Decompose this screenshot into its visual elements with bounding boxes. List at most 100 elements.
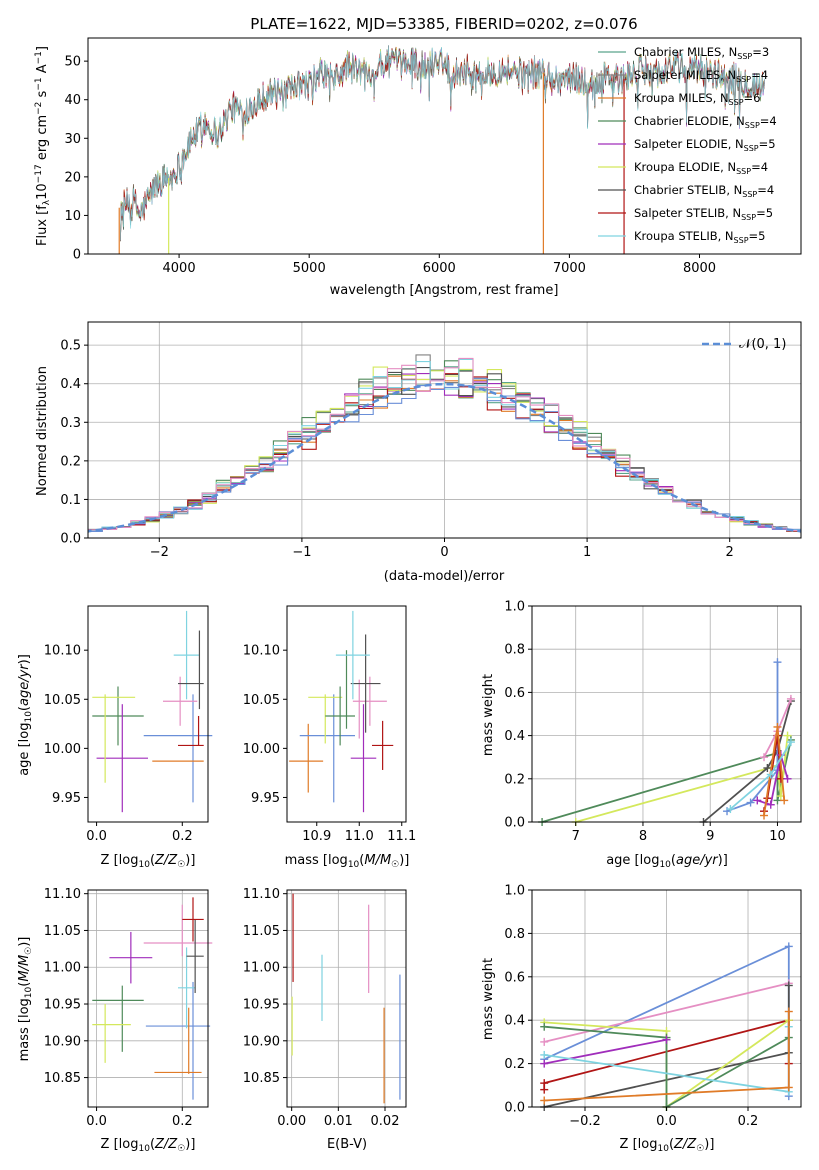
weights-vs-age-marker xyxy=(773,722,782,731)
spectrum-xtick-label: 8000 xyxy=(683,261,716,276)
weights-vs-age-ytick-label: 0.4 xyxy=(504,729,525,744)
mass-vs-Z-xlabel: Z [log10(Z/Z☉)] xyxy=(101,1137,196,1154)
residuals-xtick-label: −2 xyxy=(150,545,169,560)
weights-vs-Z-xtick-label: 0.0 xyxy=(656,1114,677,1129)
weights-vs-Z-panel: −0.2 0.0 0.2 0.0 0.2 0.4 0.6 0.8 1.0 Z [log10(Z/… xyxy=(481,884,802,1154)
age-vs-Z-ylabel: age [log10(age/yr)] xyxy=(17,654,34,776)
weights-vs-age-panel: 7 8 9 10 0.0 0.2 0.4 0.6 0.8 1.0 age [log10(age/y… xyxy=(481,600,802,870)
age-vs-mass-plot-area xyxy=(289,610,394,813)
weights-vs-age-ytick-label: 0.0 xyxy=(504,816,525,831)
weights-vs-age-frame xyxy=(531,605,802,823)
weights-vs-age-xlabel: age [log10(age/yr)] xyxy=(606,853,728,870)
weights-vs-age-marker xyxy=(746,798,755,807)
weights-vs-Z-ytick-label: 0.4 xyxy=(504,1014,525,1029)
age-vs-mass-xtick-label: 11.1 xyxy=(387,829,416,844)
mass-vs-EBV-frame xyxy=(286,889,407,1108)
residuals-legend: 𝒩(0, 1) xyxy=(702,337,786,352)
mass-vs-Z-ytick-label: 11.05 xyxy=(44,924,81,939)
spectrum-legend-label: Salpeter ELODIE, NSSP=5 xyxy=(634,137,776,153)
spectrum-legend-label: Salpeter MILES, NSSP=4 xyxy=(634,68,768,84)
residuals-plot-area xyxy=(88,322,801,538)
mass-vs-Z-plot-area xyxy=(88,890,213,1107)
weights-vs-Z-series-line xyxy=(543,982,790,1043)
weights-vs-Z-marker xyxy=(540,1050,549,1059)
weights-vs-age-marker xyxy=(760,753,769,762)
age-vs-mass-ytick-label: 10.05 xyxy=(243,693,280,708)
residual-histogram xyxy=(88,357,801,533)
residuals-xlabel: (data-model)/error xyxy=(384,569,505,584)
spectrum-panel: 4000 5000 6000 7000 8000 0 10 20 30 40 50 waveleng… xyxy=(34,37,802,298)
mass-vs-EBV-ytick-label: 11.05 xyxy=(243,924,280,939)
mass-vs-Z-errorbar xyxy=(178,947,196,1029)
mass-vs-EBV-xtick-label: 0.02 xyxy=(371,1114,400,1129)
mass-vs-EBV-xtick-label: 0.00 xyxy=(277,1114,306,1129)
age-vs-Z-ytick-label: 10.00 xyxy=(44,742,81,757)
residuals-xtick-label: 0 xyxy=(440,545,448,560)
weights-vs-age-marker xyxy=(786,694,795,703)
weights-vs-Z-marker xyxy=(540,1079,549,1088)
spectrum-xtick-label: 6000 xyxy=(423,261,456,276)
weights-vs-age-ytick-label: 1.0 xyxy=(504,600,525,615)
weights-vs-Z-ylabel: mass weight xyxy=(481,958,496,1040)
weights-vs-age-axes: 7 8 9 10 0.0 0.2 0.4 0.6 0.8 1.0 xyxy=(504,600,802,844)
weights-vs-Z-ytick-label: 0.0 xyxy=(504,1101,525,1116)
age-vs-mass-errorbar xyxy=(352,676,387,726)
spectrum-legend-label: Salpeter STELIB, NSSP=5 xyxy=(634,206,773,222)
spectrum-xtick-label: 5000 xyxy=(293,261,326,276)
residuals-xtick-label: 1 xyxy=(583,545,591,560)
mass-vs-Z-frame xyxy=(87,889,209,1108)
age-vs-mass-xlabel: mass [log10(M/M☉)] xyxy=(285,853,410,870)
weights-vs-Z-series-line xyxy=(544,1038,667,1065)
weights-vs-Z-marker xyxy=(540,1059,549,1068)
age-vs-mass-frame xyxy=(286,605,407,823)
weights-vs-Z-ytick-label: 1.0 xyxy=(504,884,525,899)
gaussian-curve xyxy=(88,382,801,533)
mass-vs-Z-xtick-label: 0.0 xyxy=(86,1114,107,1129)
weights-vs-Z-marker xyxy=(540,1037,549,1046)
residuals-ytick-label: 0.0 xyxy=(60,532,81,547)
spectrum-ylabel: Flux [fλ10−17 erg cm−2 s−1 A−1] xyxy=(34,46,52,246)
weights-vs-age-marker xyxy=(726,805,735,814)
weights-vs-Z-axes: −0.2 0.0 0.2 0.0 0.2 0.4 0.6 0.8 1.0 xyxy=(504,884,802,1129)
weights-vs-age-ylabel: mass weight xyxy=(481,674,496,756)
weights-vs-Z-marker xyxy=(540,1022,549,1031)
weights-vs-age-xtick-label: 10 xyxy=(769,829,786,844)
age-vs-mass-axes: 10.9 11.0 11.1 9.95 10.00 10.05 10.10 xyxy=(243,605,416,844)
weights-vs-age-marker xyxy=(753,796,762,805)
weights-vs-Z-xtick-label: −0.2 xyxy=(569,1114,601,1129)
weights-vs-Z-marker xyxy=(784,942,793,951)
weights-vs-Z-xlabel: Z [log10(Z/Z☉)] xyxy=(620,1137,715,1154)
age-vs-mass-errorbar xyxy=(350,704,377,813)
mass-vs-Z-panel: 0.0 0.2 10.85 10.90 10.95 11.00 11.05 11.10 Z [… xyxy=(17,887,213,1154)
spectrum-ytick-label: 20 xyxy=(64,170,81,185)
mass-vs-Z-axes: 0.0 0.2 10.85 10.90 10.95 11.00 11.05 11.10 xyxy=(44,887,209,1129)
weights-vs-Z-marker xyxy=(662,1035,671,1044)
weights-vs-age-xtick-label: 7 xyxy=(572,829,580,844)
spectrum-legend-label: Chabrier STELIB, NSSP=4 xyxy=(634,183,774,199)
residuals-ytick-label: 0.2 xyxy=(60,454,81,469)
spectrum-ytick-label: 10 xyxy=(64,209,81,224)
weights-vs-Z-marker xyxy=(784,1083,793,1092)
age-vs-Z-ytick-label: 9.95 xyxy=(52,791,81,806)
mass-vs-Z-xtick-label: 0.2 xyxy=(172,1114,193,1129)
mass-vs-Z-ytick-label: 10.95 xyxy=(44,998,81,1013)
mass-vs-EBV-ytick-label: 11.00 xyxy=(243,961,280,976)
spectrum-legend: Chabrier MILES, NSSP=3 Salpeter MILES, NS… xyxy=(598,45,777,245)
spectrum-ytick-label: 30 xyxy=(64,132,81,147)
age-vs-mass-xtick-label: 10.9 xyxy=(302,829,331,844)
age-vs-mass-errorbar xyxy=(372,720,394,770)
weights-vs-Z-plot-area xyxy=(532,889,801,1111)
weights-vs-Z-ytick-label: 0.6 xyxy=(504,970,525,985)
mass-vs-EBV-ytick-label: 11.10 xyxy=(243,887,280,902)
spectrum-legend-label: Kroupa STELIB, NSSP=5 xyxy=(634,229,765,245)
age-vs-Z-panel: 0.0 0.2 9.95 10.00 10.05 10.10 Z [log10(Z/Z☉)… xyxy=(17,605,213,870)
spectrum-xlabel: wavelength [Angstrom, rest frame] xyxy=(330,283,559,298)
weights-vs-age-marker xyxy=(783,731,792,740)
weights-vs-age-marker xyxy=(783,774,792,783)
age-vs-Z-xlabel: Z [log10(Z/Z☉)] xyxy=(101,853,196,870)
age-vs-mass-ytick-label: 10.00 xyxy=(243,742,280,757)
age-vs-mass-ytick-label: 9.95 xyxy=(251,791,280,806)
age-vs-Z-errorbar xyxy=(96,704,148,813)
weights-vs-age-xtick-label: 9 xyxy=(706,829,714,844)
mass-vs-Z-ylabel: mass [log10(M/M☉)] xyxy=(17,937,34,1062)
